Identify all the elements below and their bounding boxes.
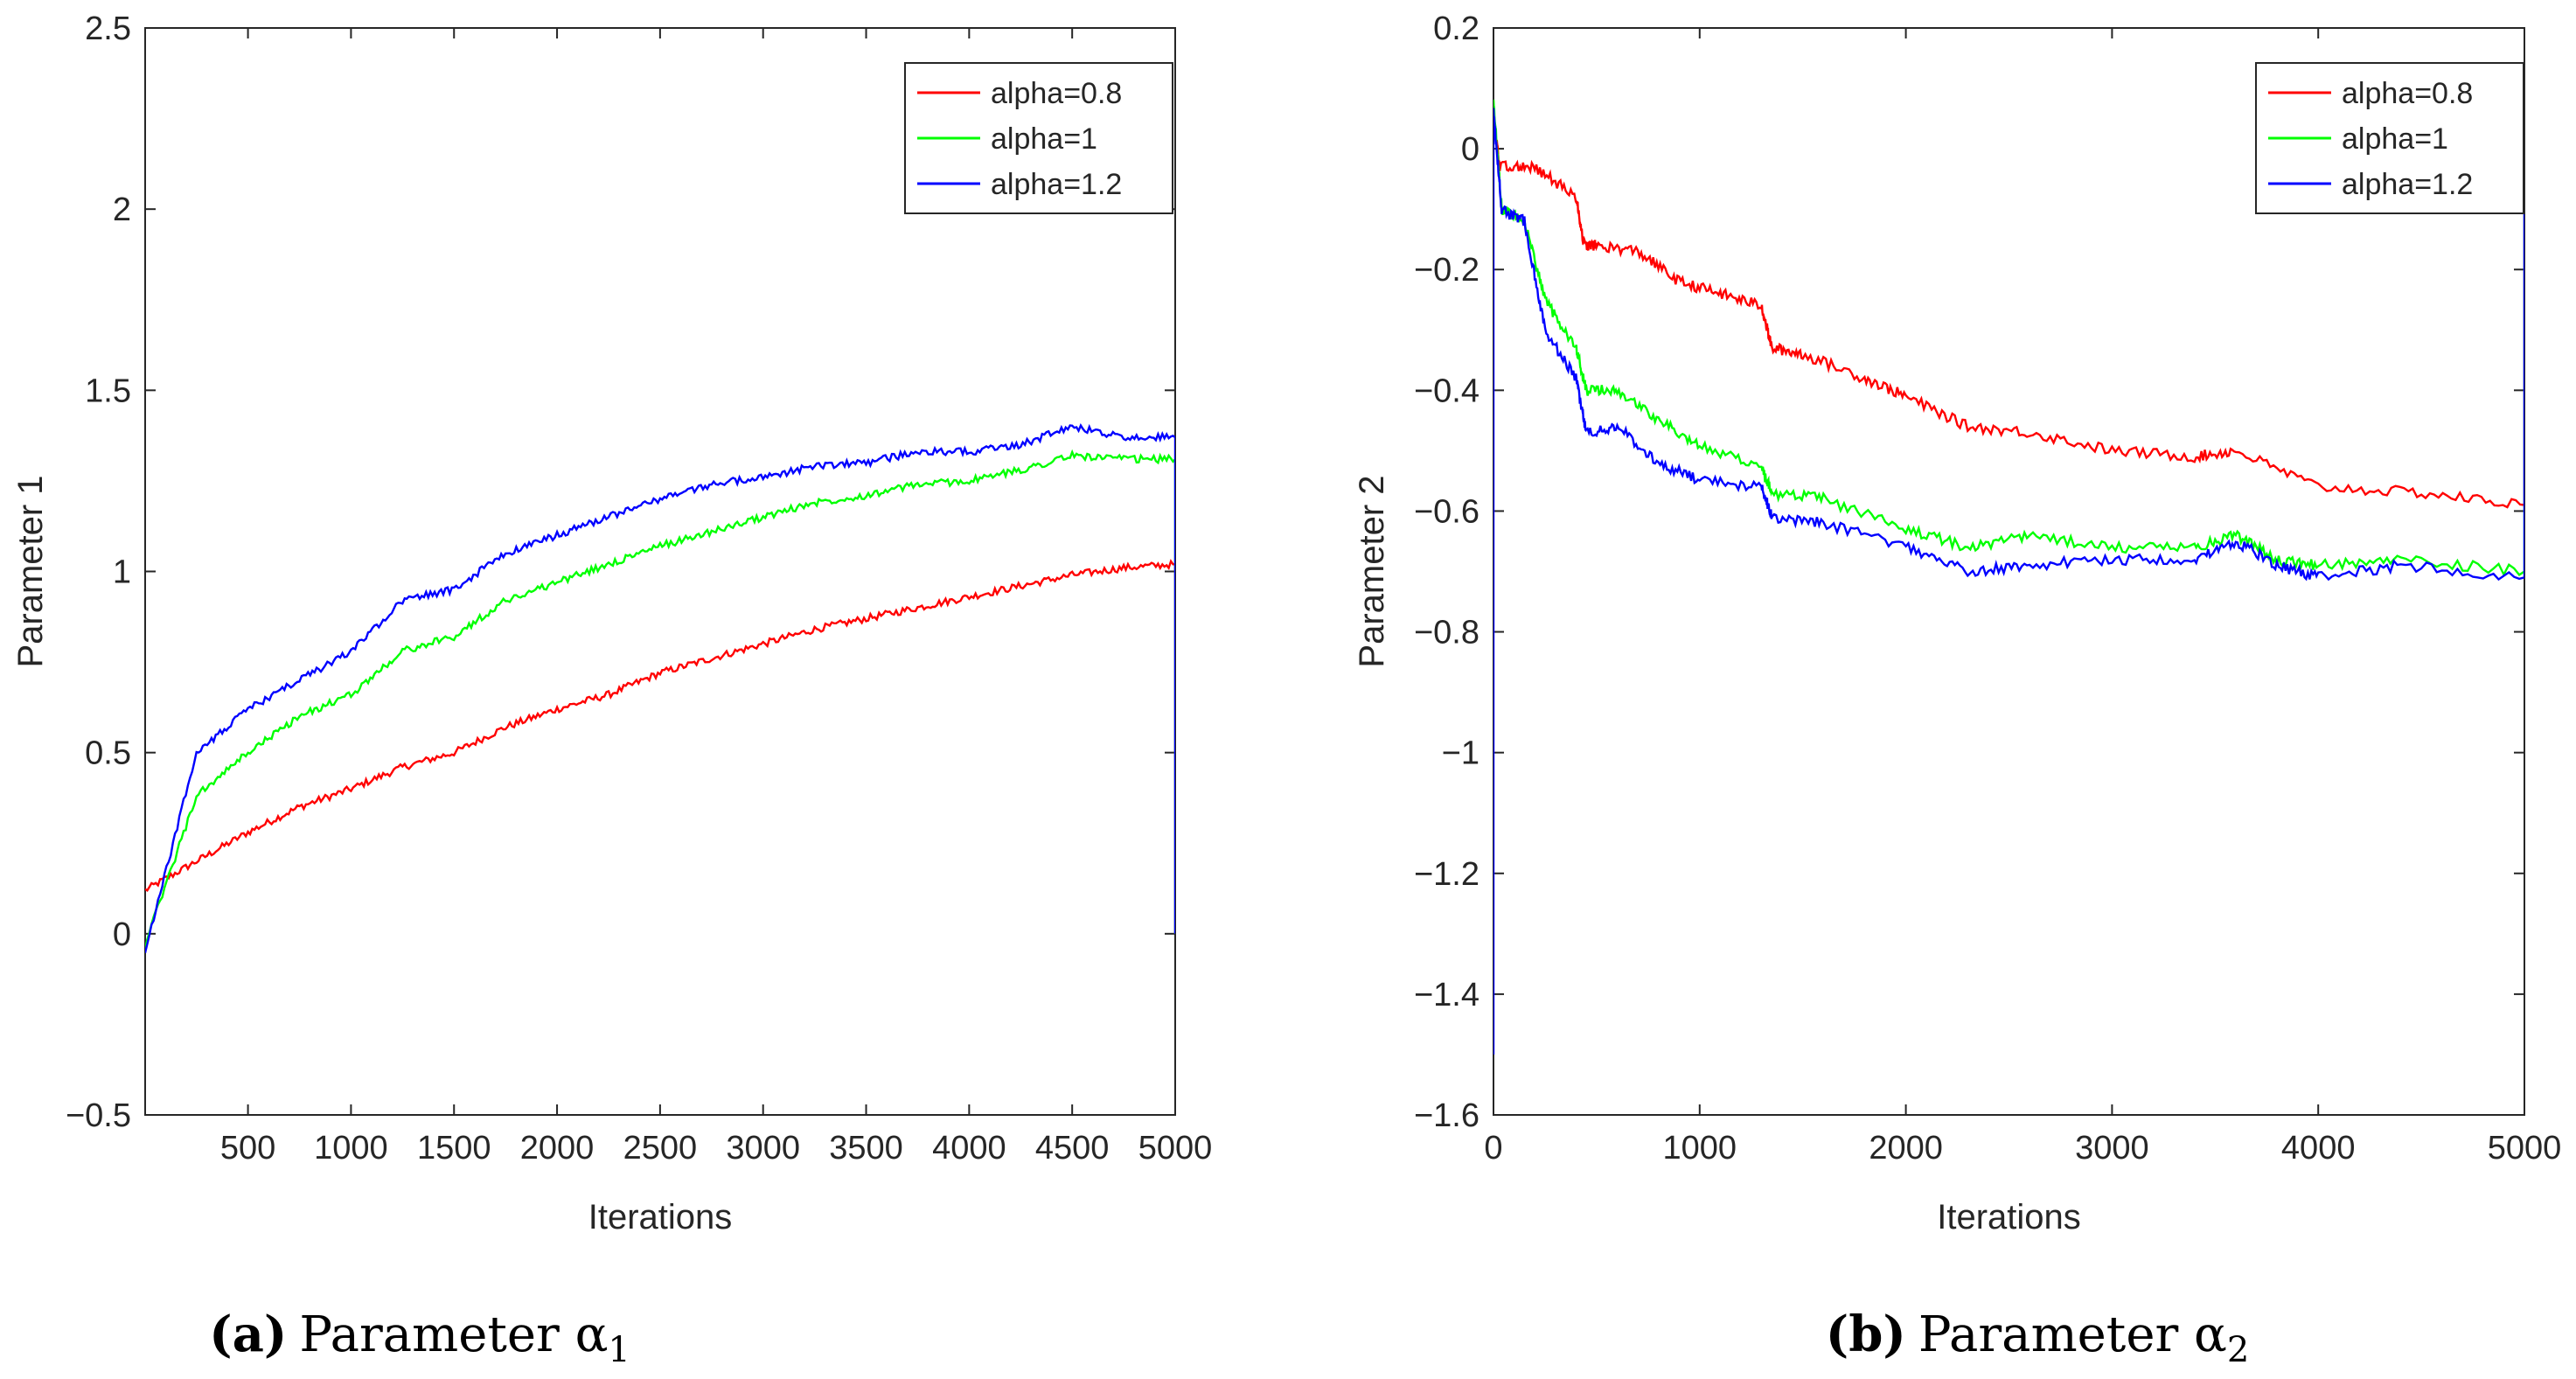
y-tick-label: 2.5	[85, 10, 131, 47]
series-line-alpha-0-8	[145, 559, 1175, 934]
y-tick-label: −0.4	[1414, 373, 1479, 409]
y-tick-label: 0.5	[85, 735, 131, 772]
series-line-alpha-0-8	[1493, 100, 2524, 509]
legend: alpha=0.8 alpha=1 alpha=1.2	[2255, 62, 2524, 214]
caption-a-subscript: 1	[608, 1330, 630, 1370]
x-tick-label: 1000	[1663, 1130, 1737, 1167]
legend: alpha=0.8 alpha=1 alpha=1.2	[904, 62, 1173, 214]
legend-label: alpha=1	[991, 122, 1097, 156]
y-tick-label: −1.6	[1414, 1097, 1479, 1134]
caption-b-label: (b)	[1826, 1306, 1906, 1363]
y-tick-label: 1	[113, 554, 131, 591]
legend-label: alpha=0.8	[2342, 77, 2473, 110]
chart-parameter-1: 500 1000 1500 2000 2500 3000 3500 4000 4500 5000 −…	[11, 10, 1212, 1236]
caption-b: (b) Parameter α2	[1826, 1306, 2250, 1370]
caption-b-text: Parameter α	[1918, 1306, 2227, 1363]
x-tick-label: 1000	[314, 1130, 388, 1167]
y-tick-label: −1	[1442, 735, 1479, 772]
x-tick-label: 4000	[932, 1130, 1006, 1167]
y-tick-label: −1.2	[1414, 856, 1479, 893]
y-axis-label: Parameter 1	[11, 475, 50, 667]
caption-a-label: (a)	[209, 1306, 287, 1363]
x-tick-label: 2500	[623, 1130, 698, 1167]
x-tick-label: 5000	[2488, 1130, 2562, 1167]
chart-parameter-2: 0 1000 2000 3000 4000 5000 −1.6 −1.4 −1.2 −1 −0.8 −…	[1353, 10, 2561, 1236]
series-line-alpha-1	[1493, 99, 2524, 577]
x-tick-label: 4500	[1035, 1130, 1110, 1167]
y-tick-label: −0.8	[1414, 615, 1479, 651]
x-axis-label: Iterations	[1937, 1198, 2081, 1236]
y-tick-label: 0	[1461, 131, 1479, 168]
y-tick-label: 1.5	[85, 373, 131, 409]
x-tick-label: 2000	[520, 1130, 595, 1167]
y-tick-label: 0.2	[1433, 10, 1479, 47]
y-tick-label: −0.5	[66, 1097, 131, 1134]
series-line-alpha-1	[145, 449, 1175, 949]
x-tick-label: 5000	[1138, 1130, 1213, 1167]
y-tick-label: −0.6	[1414, 493, 1479, 530]
legend-label: alpha=1.2	[991, 168, 1122, 201]
x-tick-label: 2000	[1869, 1130, 1943, 1167]
x-tick-label: 0	[1484, 1130, 1502, 1167]
caption-a: (a) Parameter α1	[209, 1306, 630, 1370]
caption-a-text: Parameter α	[299, 1306, 608, 1363]
y-tick-label: −0.2	[1414, 252, 1479, 289]
legend-label: alpha=1	[2342, 122, 2448, 156]
y-axis-label: Parameter 2	[1353, 475, 1391, 667]
x-tick-label: 3000	[726, 1130, 800, 1167]
x-axis-label: Iterations	[588, 1198, 733, 1236]
x-tick-label: 3000	[2075, 1130, 2149, 1167]
x-tick-label: 1500	[417, 1130, 491, 1167]
y-tick-label: 0	[113, 916, 131, 953]
y-tick-label: 2	[113, 192, 131, 228]
caption-b-subscript: 2	[2227, 1330, 2249, 1370]
legend-label: alpha=1.2	[2342, 168, 2473, 201]
legend-label: alpha=0.8	[991, 77, 1122, 110]
x-tick-label: 500	[220, 1130, 275, 1167]
y-tick-label: −1.4	[1414, 977, 1479, 1013]
series-line-alpha-1-2	[1493, 108, 2524, 1055]
x-tick-label: 3500	[829, 1130, 903, 1167]
x-tick-label: 4000	[2281, 1130, 2356, 1167]
series-line-alpha-1-2	[145, 423, 1175, 953]
